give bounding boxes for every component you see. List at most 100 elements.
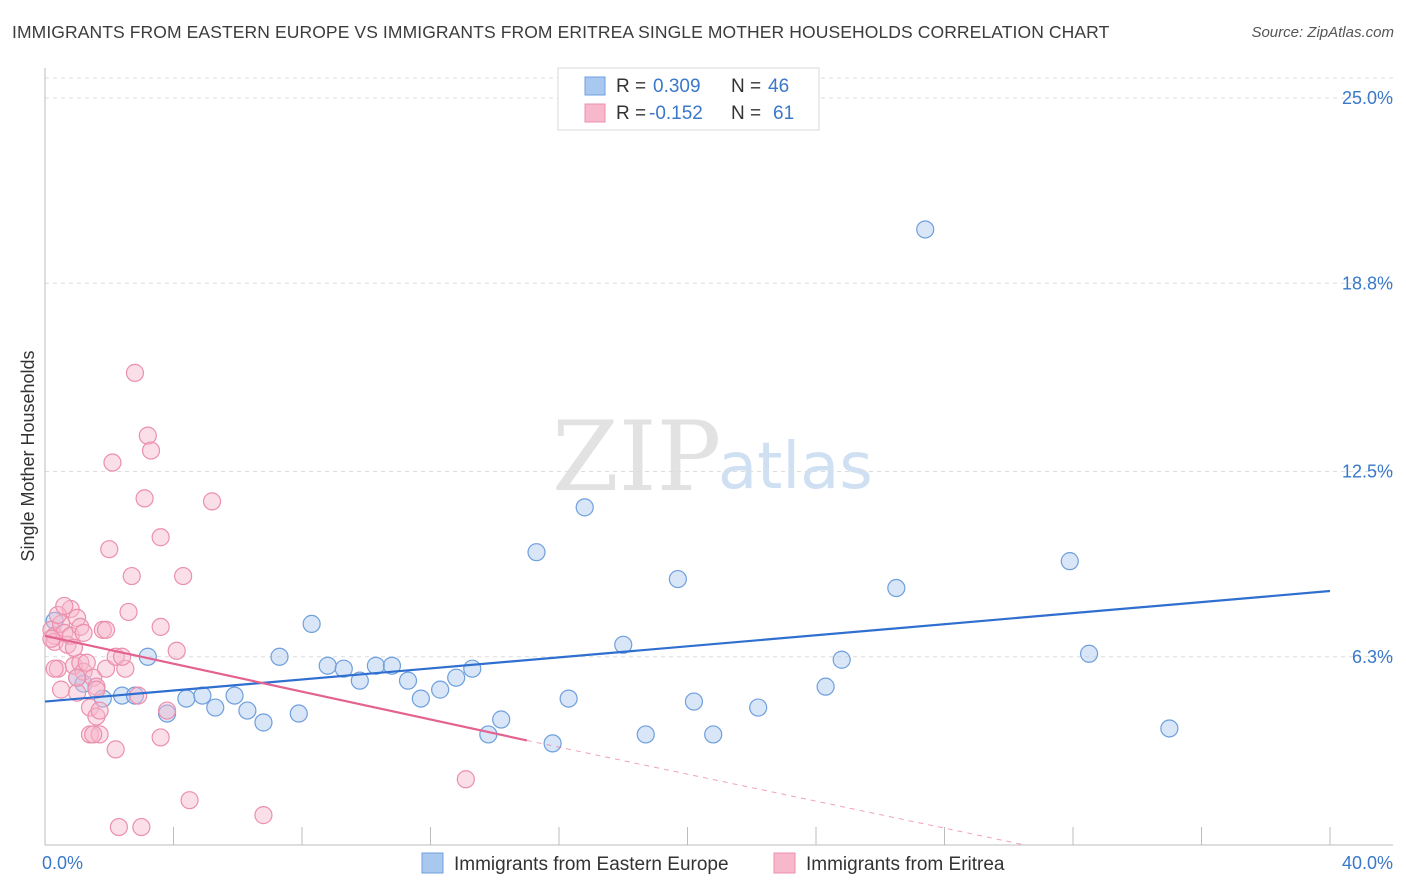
data-point-eritrea: [90, 725, 109, 744]
y-tick-label: 12.5%: [1342, 462, 1393, 482]
data-point-eastern-europe: [302, 614, 321, 633]
data-point-eritrea: [254, 806, 273, 825]
data-point-eastern-europe: [431, 680, 450, 699]
data-point-eritrea: [74, 623, 93, 642]
data-point-eastern-europe: [447, 668, 466, 687]
legend-r-value: -0.152: [649, 103, 703, 124]
data-point-eastern-europe: [543, 734, 562, 753]
x-tick-label: 0.0%: [42, 853, 83, 873]
data-point-eritrea: [119, 602, 138, 622]
data-point-eastern-europe: [270, 647, 289, 666]
trendline-eritrea: [44, 634, 528, 742]
data-point-eritrea: [202, 492, 222, 511]
data-point-eastern-europe: [1160, 719, 1179, 738]
data-point-eastern-europe: [832, 650, 851, 669]
watermark-atlas: atlas: [718, 430, 873, 504]
legend-swatch-pink: [584, 103, 606, 123]
data-point-eritrea: [141, 441, 161, 460]
data-point-eastern-europe: [559, 689, 578, 708]
data-point-eritrea: [122, 566, 141, 586]
legend-r-value: 0.309: [653, 76, 701, 97]
data-point-eastern-europe: [492, 710, 511, 729]
data-point-eastern-europe: [614, 635, 633, 654]
axis-layer: 6.3% 12.5% 18.8% 25.0% 0.0% 40.0%: [42, 68, 1393, 873]
data-point-eastern-europe: [411, 689, 430, 708]
data-point-eastern-europe: [350, 671, 369, 690]
data-point-eastern-europe: [254, 713, 273, 732]
data-point-eritrea: [100, 540, 119, 559]
data-point-eritrea: [96, 659, 116, 678]
legend-n-value: 61: [773, 103, 794, 124]
data-point-eritrea: [129, 686, 148, 705]
y-axis-label: Single Mother Households: [18, 350, 38, 561]
data-point-eritrea: [151, 528, 170, 547]
data-point-eritrea: [132, 817, 151, 837]
trendline-eritrea-extension: [526, 739, 1025, 846]
data-point-eastern-europe: [382, 656, 402, 675]
data-point-eastern-europe: [816, 677, 835, 696]
bottom-legend-swatch-pink: [773, 852, 796, 874]
data-point-eritrea: [68, 668, 87, 687]
data-point-eritrea: [51, 680, 71, 699]
y-tick-label: 25.0%: [1342, 88, 1393, 108]
legend-n-value: 46: [768, 76, 789, 97]
legend-n-label: N =: [731, 76, 761, 97]
data-point-eritrea: [151, 728, 170, 747]
data-point-eastern-europe: [684, 692, 704, 711]
watermark-zip: ZIP: [552, 401, 721, 513]
trendline-eastern-europe: [44, 589, 1331, 703]
data-point-eastern-europe: [238, 701, 257, 720]
data-point-eastern-europe: [916, 220, 935, 239]
data-point-eritrea: [109, 817, 128, 837]
data-point-eastern-europe: [749, 698, 768, 717]
data-point-eritrea: [55, 596, 74, 616]
bottom-legend-label-blue: Immigrants from Eastern Europe: [454, 854, 729, 875]
y-tick-label: 18.8%: [1342, 273, 1393, 293]
data-point-eastern-europe: [177, 689, 196, 708]
data-point-eastern-europe: [225, 686, 244, 705]
data-point-eritrea: [116, 659, 135, 678]
data-point-eritrea: [456, 770, 475, 789]
data-point-eritrea: [151, 617, 170, 636]
data-point-eastern-europe: [527, 543, 546, 562]
x-tick-label: 40.0%: [1342, 853, 1393, 873]
legend-r-label: R =: [616, 76, 646, 97]
data-point-eastern-europe: [636, 725, 655, 744]
data-point-eastern-europe: [704, 725, 723, 744]
data-point-eritrea: [96, 620, 116, 639]
data-point-eritrea: [45, 659, 64, 678]
data-point-eastern-europe: [1079, 644, 1099, 663]
trend-layer: [44, 589, 1331, 846]
legend-n-label: N =: [731, 103, 761, 124]
data-point-eritrea: [167, 641, 186, 660]
data-point-eritrea: [135, 489, 154, 508]
y-tick-label: 6.3%: [1352, 647, 1393, 667]
data-point-eastern-europe: [887, 578, 906, 598]
correlation-legend: R = 0.309 N = 46 R = -0.152 N = 61: [557, 67, 820, 131]
points-layer: [42, 220, 1179, 837]
data-point-eritrea: [157, 701, 177, 720]
source-label: Source: ZipAtlas.com: [1251, 24, 1394, 41]
data-point-eastern-europe: [334, 659, 353, 678]
legend-swatch-blue: [584, 76, 606, 96]
data-point-eritrea: [180, 791, 199, 810]
data-point-eastern-europe: [193, 686, 212, 705]
data-point-eritrea: [84, 725, 103, 744]
bottom-legend-label-pink: Immigrants from Eritrea: [806, 854, 1005, 875]
data-point-eastern-europe: [463, 659, 482, 678]
chart-title: IMMIGRANTS FROM EASTERN EUROPE VS IMMIGR…: [12, 22, 1110, 42]
data-point-eastern-europe: [668, 569, 687, 589]
data-point-eritrea: [103, 453, 122, 472]
data-point-eritrea: [138, 426, 157, 445]
grid-layer: [45, 77, 1393, 658]
data-point-eritrea: [90, 701, 109, 720]
data-point-eastern-europe: [206, 698, 225, 717]
data-point-eastern-europe: [398, 671, 418, 690]
data-point-eastern-europe: [366, 656, 385, 675]
data-point-eastern-europe: [318, 656, 337, 675]
data-point-eritrea: [125, 363, 145, 382]
data-point-eastern-europe: [1060, 552, 1079, 571]
data-point-eastern-europe: [289, 704, 308, 723]
data-point-eritrea: [48, 605, 67, 625]
